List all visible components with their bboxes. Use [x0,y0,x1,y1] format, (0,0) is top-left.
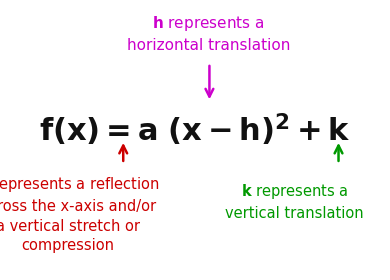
Text: $\mathbf{h}$ represents a
horizontal translation: $\mathbf{h}$ represents a horizontal tra… [127,14,290,53]
Text: $\mathbf{a}$ represents a reflection
across the x-axis and/or
a vertical stretch: $\mathbf{a}$ represents a reflection acr… [0,175,159,253]
Text: $\mathbf{k}$ represents a
vertical translation: $\mathbf{k}$ represents a vertical trans… [225,182,364,221]
Text: $\mathbf{f(x) = a\ (x - h)^{2} + k}$: $\mathbf{f(x) = a\ (x - h)^{2} + k}$ [39,112,351,148]
